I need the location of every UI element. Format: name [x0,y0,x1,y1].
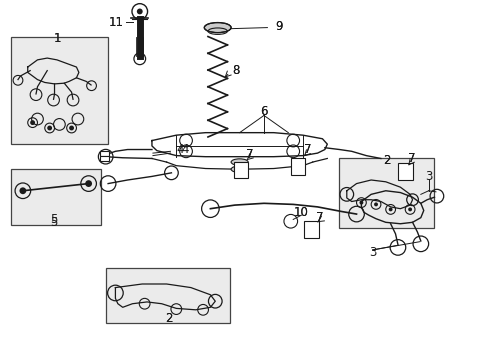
Circle shape [20,187,26,194]
Text: 7: 7 [407,152,414,165]
Circle shape [69,126,74,130]
Bar [233,162,248,178]
Text: 5: 5 [50,213,57,226]
Bar [11,37,108,144]
Bar [339,158,433,228]
Text: 3: 3 [424,170,431,183]
Text: 6: 6 [260,105,267,118]
Text: 7: 7 [245,148,253,161]
Text: 2: 2 [383,154,390,167]
Text: 7: 7 [316,211,323,224]
Text: 2: 2 [383,154,390,167]
Text: 10: 10 [293,206,308,219]
Text: 7: 7 [407,152,414,165]
Text: 7: 7 [304,143,311,156]
Bar [11,169,101,225]
Text: 8: 8 [232,64,240,77]
Circle shape [85,180,92,187]
Circle shape [359,201,363,204]
Text: 8: 8 [232,64,240,77]
Ellipse shape [231,166,247,172]
Text: 1: 1 [53,32,61,45]
Text: 9: 9 [274,20,282,33]
Text: 1: 1 [53,32,61,45]
Bar [105,268,229,323]
Circle shape [30,120,35,125]
Text: 7: 7 [245,148,253,161]
Text: 11: 11 [109,16,123,29]
Text: 7: 7 [304,143,311,156]
Text: 10: 10 [293,206,308,219]
Circle shape [47,126,52,130]
Text: 2: 2 [165,312,172,325]
Ellipse shape [231,159,247,165]
Text: 4: 4 [176,143,183,156]
Bar [100,156,109,161]
Circle shape [407,207,411,211]
Ellipse shape [204,23,231,33]
Bar [304,221,318,238]
Bar [397,163,412,180]
Text: 6: 6 [260,105,267,118]
Text: 2: 2 [165,312,172,325]
Circle shape [137,9,142,14]
Text: 11: 11 [109,16,123,29]
Circle shape [373,202,377,206]
Text: 7: 7 [316,211,323,224]
Circle shape [388,207,392,211]
Text: 5: 5 [50,216,57,229]
Text: 4: 4 [181,143,188,156]
Text: 9: 9 [274,20,282,33]
Bar [100,150,109,156]
Bar [290,158,305,175]
Text: 3: 3 [368,246,376,259]
